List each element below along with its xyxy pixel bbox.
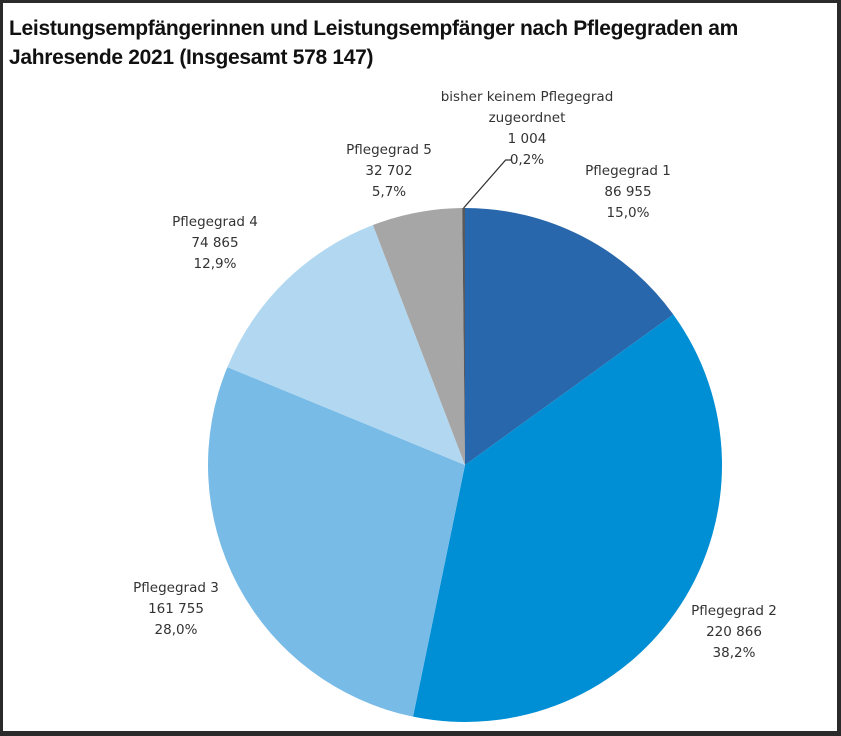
slice-label-name: Pflegegrad 4 [172, 214, 258, 230]
slice-label-name: Pflegegrad 3 [133, 580, 219, 596]
slice-label-name: zugeordnet [488, 110, 566, 126]
slice-label-value: 86 955 [604, 184, 652, 200]
slice-label-value: 220 866 [706, 624, 762, 640]
slice-label-percent: 12,9% [193, 256, 237, 272]
chart-title-line-2: Jahresende 2021 (Insgesamt 578 147) [9, 46, 374, 69]
pie-slice-6 [462, 208, 465, 465]
slice-label-value: 32 702 [365, 163, 413, 179]
data-label-5: Pflegegrad 5 32 702 5,7% [346, 140, 432, 203]
slice-label-name: Pflegegrad 1 [585, 163, 671, 179]
pie-slice-5 [372, 208, 465, 465]
slice-label-value: 74 865 [191, 235, 239, 251]
slice-label-name: Pflegegrad 5 [346, 142, 432, 158]
chart-title: Leistungsempfängerinnen und Leistungsemp… [9, 14, 829, 72]
slice-label-percent: 15,0% [606, 205, 650, 221]
data-label-3: Pflegegrad 3 161 755 28,0% [133, 578, 219, 641]
data-label-6: bisher keinem Pflegegrad zugeordnet 1 004 0… [441, 87, 614, 171]
pie-slice-4 [227, 225, 465, 465]
slice-label-percent: 0,2% [509, 152, 545, 168]
slice-label-name: bisher keinem Pflegegrad [440, 89, 614, 105]
slice-label-percent: 38,2% [712, 645, 756, 661]
data-label-1: Pflegegrad 1 86 955 15,0% [585, 161, 671, 224]
slice-label-name: Pflegegrad 2 [691, 603, 777, 619]
slice-label-percent: 5,7% [371, 184, 407, 200]
data-label-4: Pflegegrad 4 74 865 12,9% [172, 212, 258, 275]
pie-slice-1 [465, 208, 674, 465]
chart-title-line-1: Leistungsempfängerinnen und Leistungsemp… [9, 17, 739, 40]
pie-slice-2 [413, 314, 722, 722]
slice-label-percent: 28,0% [154, 622, 198, 638]
pie-slice-3 [208, 367, 465, 717]
slice-label-value: 161 755 [148, 601, 204, 617]
data-label-2: Pflegegrad 2 220 866 38,2% [691, 601, 777, 664]
leader-line [463, 159, 512, 209]
slice-label-value: 1 004 [507, 131, 547, 147]
